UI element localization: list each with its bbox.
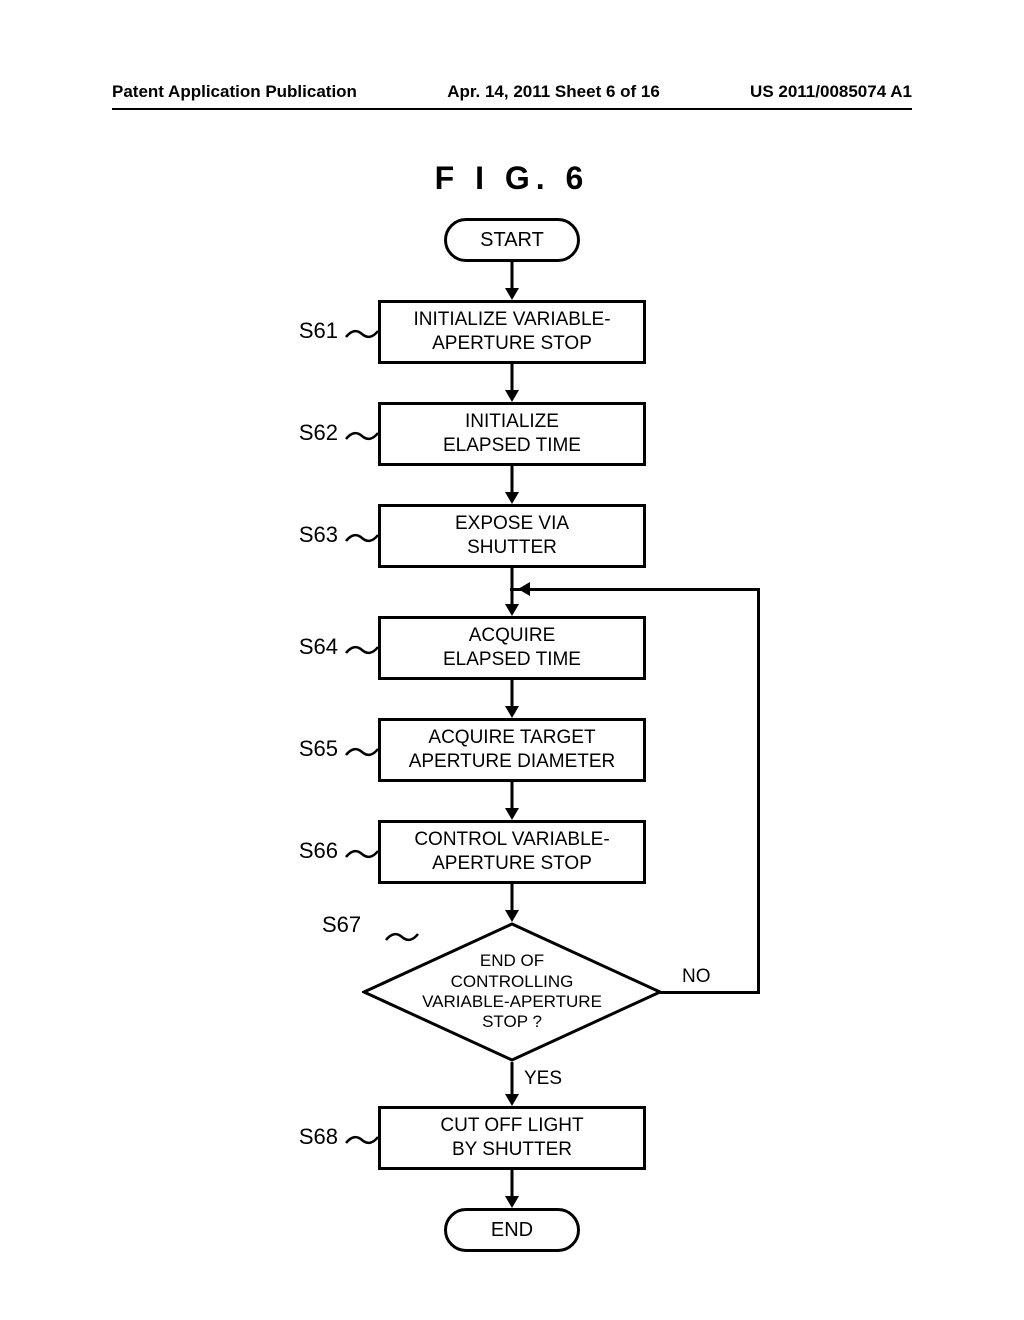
step-label-s66: S66 [248, 838, 338, 864]
process-text: CONTROL VARIABLE- APERTURE STOP [414, 828, 609, 876]
header-center: Apr. 14, 2011 Sheet 6 of 16 [447, 82, 660, 102]
process-text: ACQUIRE TARGET APERTURE DIAMETER [409, 726, 616, 774]
header-left: Patent Application Publication [112, 82, 357, 102]
tilde-icon [344, 427, 380, 445]
connector [511, 466, 514, 494]
tilde-icon [344, 641, 380, 659]
connector [511, 568, 514, 588]
arrowhead-icon [505, 1196, 519, 1208]
no-branch-h2 [528, 588, 760, 591]
arrowhead-icon [505, 288, 519, 300]
arrowhead-icon [505, 706, 519, 718]
arrowhead-icon [505, 808, 519, 820]
connector [511, 1062, 514, 1096]
tilde-icon [344, 845, 380, 863]
terminator-end-text: END [491, 1219, 533, 1242]
connector [511, 680, 514, 708]
connector [511, 884, 514, 912]
arrowhead-icon [505, 390, 519, 402]
process-text: INITIALIZE ELAPSED TIME [443, 410, 581, 458]
connector [511, 364, 514, 392]
tilde-icon [344, 529, 380, 547]
terminator-start-text: START [480, 229, 544, 252]
step-label-s64: S64 [248, 634, 338, 660]
process-s68: CUT OFF LIGHT BY SHUTTER [378, 1106, 646, 1170]
arrowhead-icon [505, 604, 519, 616]
process-text: EXPOSE VIA SHUTTER [455, 512, 569, 560]
connector [511, 1170, 514, 1198]
connector [511, 262, 514, 290]
yes-label: YES [524, 1068, 562, 1090]
step-label-s63: S63 [248, 522, 338, 548]
no-label: NO [682, 966, 711, 988]
tilde-icon [384, 928, 420, 946]
tilde-icon [344, 325, 380, 343]
terminator-start: START [444, 218, 580, 262]
step-label-s67: S67 [322, 912, 382, 938]
header-right: US 2011/0085074 A1 [750, 82, 912, 102]
tilde-icon [344, 743, 380, 761]
process-text: ACQUIRE ELAPSED TIME [443, 624, 581, 672]
figure-title: F I G. 6 [0, 160, 1024, 197]
header-rule [112, 108, 912, 110]
step-label-s65: S65 [248, 736, 338, 762]
process-s65: ACQUIRE TARGET APERTURE DIAMETER [378, 718, 646, 782]
arrowhead-icon [518, 582, 530, 596]
tilde-icon [344, 1131, 380, 1149]
page-root: Patent Application Publication Apr. 14, … [0, 0, 1024, 1320]
arrowhead-icon [505, 910, 519, 922]
step-label-s68: S68 [248, 1124, 338, 1150]
process-s62: INITIALIZE ELAPSED TIME [378, 402, 646, 466]
terminator-end: END [444, 1208, 580, 1252]
process-s61: INITIALIZE VARIABLE- APERTURE STOP [378, 300, 646, 364]
connector [511, 782, 514, 810]
arrowhead-icon [505, 1094, 519, 1106]
process-text: CUT OFF LIGHT BY SHUTTER [440, 1114, 583, 1162]
process-s66: CONTROL VARIABLE- APERTURE STOP [378, 820, 646, 884]
step-label-s62: S62 [248, 420, 338, 446]
process-s63: EXPOSE VIA SHUTTER [378, 504, 646, 568]
no-branch-v [757, 588, 760, 994]
process-s64: ACQUIRE ELAPSED TIME [378, 616, 646, 680]
page-header: Patent Application Publication Apr. 14, … [112, 82, 912, 102]
no-branch-h1 [660, 991, 760, 994]
step-label-s61: S61 [248, 318, 338, 344]
process-text: INITIALIZE VARIABLE- APERTURE STOP [413, 308, 610, 356]
arrowhead-icon [505, 492, 519, 504]
